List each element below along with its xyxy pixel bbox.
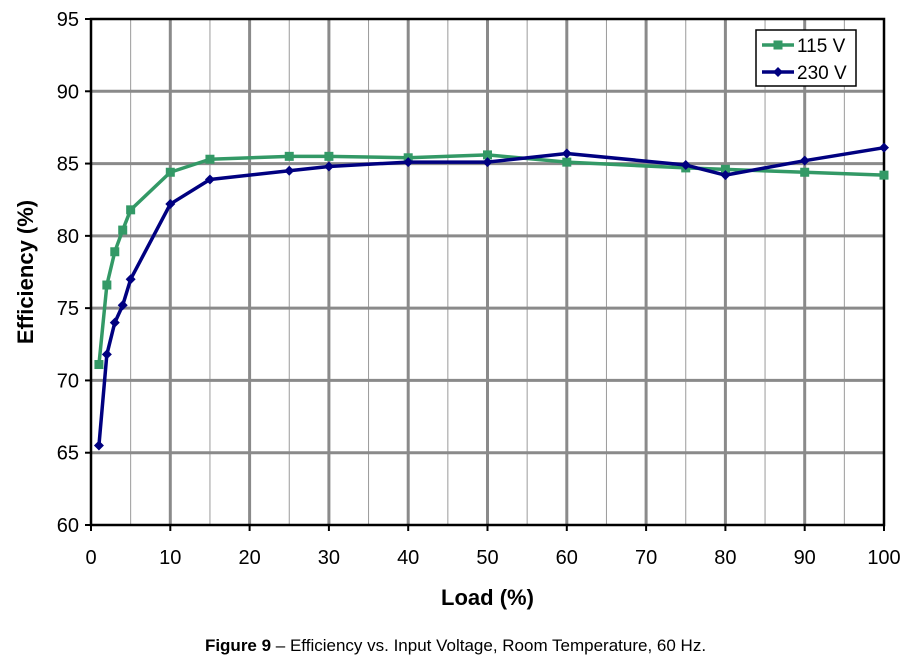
- x-tick-label: 100: [867, 547, 900, 569]
- x-tick-label: 60: [556, 547, 578, 569]
- y-tick-label: 95: [57, 9, 79, 31]
- y-tick-label: 85: [57, 154, 79, 176]
- x-tick-label: 30: [318, 547, 340, 569]
- data-point: [879, 142, 889, 153]
- caption-prefix: Figure 9: [204, 636, 272, 655]
- series-line: [97, 145, 885, 446]
- y-tick-label: 75: [57, 298, 79, 320]
- x-tick-label: 10: [159, 547, 181, 569]
- data-point: [720, 170, 731, 181]
- data-point: [800, 167, 810, 177]
- y-tick-label: 70: [57, 370, 79, 392]
- x-tick-label: 20: [238, 547, 260, 569]
- legend-marker: [773, 67, 783, 77]
- data-point: [102, 280, 112, 290]
- efficiency-chart: 60 65 70 75 80 85 90 95 0 10 20 30 40 50 60 70 80 90 100 Lo…: [13, 9, 901, 610]
- data-point: [403, 157, 414, 168]
- legend-box: [755, 29, 857, 87]
- data-point: [94, 360, 104, 370]
- data-point: [165, 199, 176, 210]
- legend-label: 230 V: [797, 63, 847, 84]
- x-tick-label: 90: [794, 547, 816, 569]
- data-point: [109, 317, 120, 328]
- x-tick-label: 50: [476, 547, 498, 569]
- x-tick-label: 80: [714, 547, 736, 569]
- x-tick-label: 40: [397, 547, 419, 569]
- legend-marker: [773, 40, 783, 50]
- figure-caption: Figure 9 – Efficiency vs. Input Voltage,…: [0, 636, 911, 656]
- x-tick-label: 70: [635, 547, 657, 569]
- y-tick-label: 60: [57, 515, 79, 537]
- data-point: [324, 151, 334, 161]
- data-point: [118, 225, 128, 235]
- data-point: [93, 440, 104, 451]
- y-tick-label: 80: [57, 226, 79, 248]
- x-tick-label: 0: [85, 547, 96, 569]
- data-point: [284, 151, 294, 161]
- data-point: [125, 274, 136, 285]
- y-tick-label: 65: [57, 443, 79, 465]
- y-tick-label: 90: [57, 81, 79, 103]
- data-point: [680, 160, 691, 171]
- data-point: [117, 300, 128, 311]
- y-axis-title: Efficiency (%): [13, 200, 38, 344]
- x-axis-title: Load (%): [441, 585, 534, 610]
- data-point: [561, 148, 572, 159]
- data-point: [110, 247, 120, 257]
- data-point: [205, 154, 215, 164]
- data-point: [204, 174, 215, 185]
- data-point: [799, 155, 810, 166]
- data-point: [101, 349, 112, 360]
- data-point: [323, 161, 334, 172]
- data-point: [284, 165, 295, 176]
- data-point: [720, 164, 730, 174]
- data-point: [562, 157, 572, 167]
- data-point: [879, 170, 889, 180]
- caption-text: – Efficiency vs. Input Voltage, Room Tem…: [271, 636, 707, 655]
- legend-label: 115 V: [797, 36, 846, 57]
- data-point: [482, 157, 493, 168]
- data-point: [165, 167, 175, 177]
- data-point: [126, 205, 136, 215]
- data-point: [483, 150, 492, 160]
